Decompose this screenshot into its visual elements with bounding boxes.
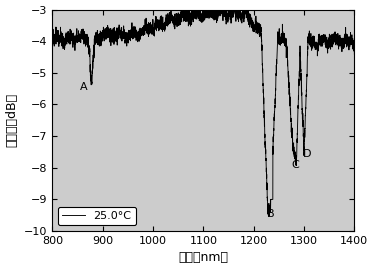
25.0°C [242,1,247,4]
25.0°C [50,37,55,40]
Text: D: D [303,149,312,159]
25.0°C [352,53,357,56]
Text: C: C [292,160,299,170]
X-axis label: 波长（nm）: 波长（nm） [178,251,229,264]
25.0°C [177,17,181,21]
Line: 25.0°C: 25.0°C [52,3,355,216]
25.0°C [180,20,184,23]
Legend: 25.0°C: 25.0°C [58,207,136,225]
Y-axis label: 透射率（dB）: 透射率（dB） [6,93,19,147]
25.0°C [343,33,347,36]
25.0°C [194,17,198,21]
Text: A: A [80,82,88,92]
25.0°C [267,215,272,218]
25.0°C [328,44,332,47]
25.0°C [270,198,274,201]
Text: B: B [267,209,275,219]
